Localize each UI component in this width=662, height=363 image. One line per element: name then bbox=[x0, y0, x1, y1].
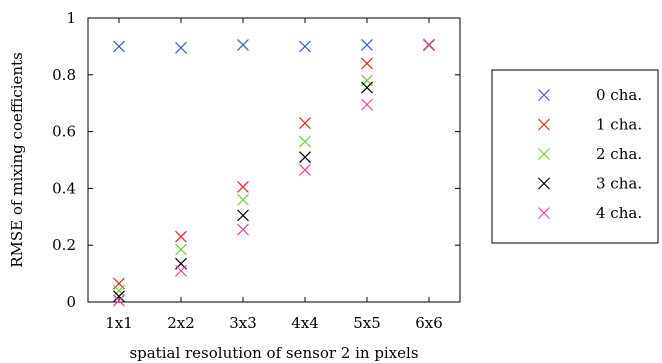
legend-label: 2 cha. bbox=[596, 145, 642, 163]
legend-marker bbox=[538, 148, 550, 160]
y-tick-label: 0.2 bbox=[52, 236, 76, 254]
legend-label: 3 cha. bbox=[596, 175, 642, 193]
legend-marker bbox=[538, 118, 550, 131]
data-point bbox=[299, 151, 311, 164]
data-point bbox=[299, 164, 311, 176]
data-point bbox=[237, 39, 249, 51]
data-point bbox=[175, 230, 187, 243]
y-tick-label: 0.4 bbox=[52, 179, 76, 197]
x-tick-label: 6x6 bbox=[415, 314, 443, 332]
y-tick-label: 0.6 bbox=[52, 123, 76, 141]
legend-marker bbox=[538, 207, 550, 219]
data-point-stroke-b bbox=[361, 39, 373, 51]
data-point-stroke-b bbox=[423, 39, 435, 51]
x-tick-label: 3x3 bbox=[229, 314, 257, 332]
legend-label: 0 cha. bbox=[596, 86, 642, 104]
data-point bbox=[113, 284, 125, 297]
data-point-stroke-b bbox=[113, 290, 125, 303]
data-point-stroke-b bbox=[237, 209, 249, 222]
legend-marker-stroke-b bbox=[538, 89, 550, 101]
y-axis-label: RMSE of mixing coefficients bbox=[8, 52, 26, 268]
data-point-stroke-b bbox=[299, 164, 311, 176]
data-point-stroke-b bbox=[113, 294, 125, 307]
data-point-stroke-b bbox=[361, 98, 373, 111]
data-point-stroke-b bbox=[299, 117, 311, 130]
data-point-stroke-b bbox=[299, 40, 311, 53]
data-point bbox=[237, 181, 249, 193]
data-point-stroke-b bbox=[175, 230, 187, 243]
x-tick-label: 2x2 bbox=[167, 314, 195, 332]
legend-marker-stroke-b bbox=[538, 118, 550, 131]
legend-marker-stroke-b bbox=[538, 207, 550, 219]
legend: 0 cha. 1 cha. 2 cha. 3 cha. 4 cha. bbox=[491, 69, 659, 244]
data-point-stroke-b bbox=[361, 81, 373, 94]
data-point bbox=[175, 243, 187, 256]
legend-label: 4 cha. bbox=[596, 204, 642, 222]
data-point bbox=[113, 290, 125, 303]
data-point-stroke-b bbox=[175, 41, 187, 54]
data-point-stroke-b bbox=[175, 243, 187, 256]
data-point bbox=[361, 81, 373, 94]
data-point bbox=[237, 193, 249, 206]
data-point bbox=[299, 135, 311, 148]
legend-label: 1 cha. bbox=[596, 116, 642, 134]
legend-marker bbox=[538, 89, 550, 101]
data-point bbox=[361, 39, 373, 51]
x-tick-label: 4x4 bbox=[291, 314, 319, 332]
x-tick-label: 1x1 bbox=[105, 314, 133, 332]
x-axis-label: spatial resolution of sensor 2 in pixels bbox=[129, 344, 418, 362]
legend-marker-stroke-b bbox=[538, 177, 550, 190]
data-point bbox=[361, 57, 373, 70]
plot-area: 0 0.2 0.4 0.6 0.8 1 1x1 2x2 3x3 4x4 5x5 6x6 bbox=[52, 9, 461, 332]
data-point bbox=[299, 117, 311, 130]
y-tick-label: 0.8 bbox=[52, 66, 76, 84]
data-point-stroke-b bbox=[361, 57, 373, 70]
data-point bbox=[113, 294, 125, 307]
data-point bbox=[361, 98, 373, 111]
x-tick-label: 5x5 bbox=[353, 314, 381, 332]
legend-marker bbox=[538, 177, 550, 190]
data-point bbox=[423, 39, 435, 51]
data-point-stroke-b bbox=[113, 284, 125, 297]
legend-frame bbox=[491, 69, 659, 244]
data-point-stroke-b bbox=[299, 151, 311, 164]
data-point bbox=[113, 40, 125, 53]
data-point-stroke-b bbox=[175, 264, 187, 277]
data-point-stroke-b bbox=[237, 193, 249, 206]
data-point bbox=[175, 264, 187, 277]
data-point-stroke-b bbox=[237, 39, 249, 51]
data-point-stroke-b bbox=[237, 223, 249, 236]
data-point-stroke-b bbox=[113, 40, 125, 53]
legend-marker-stroke-b bbox=[538, 148, 550, 160]
data-point bbox=[237, 223, 249, 236]
y-tick-label: 1 bbox=[66, 9, 76, 27]
data-point bbox=[237, 209, 249, 222]
y-tick-label: 0 bbox=[66, 293, 76, 311]
data-point-stroke-b bbox=[299, 135, 311, 148]
data-point bbox=[175, 41, 187, 54]
plot-frame bbox=[87, 17, 461, 303]
data-point bbox=[299, 40, 311, 53]
data-point-stroke-b bbox=[237, 181, 249, 193]
